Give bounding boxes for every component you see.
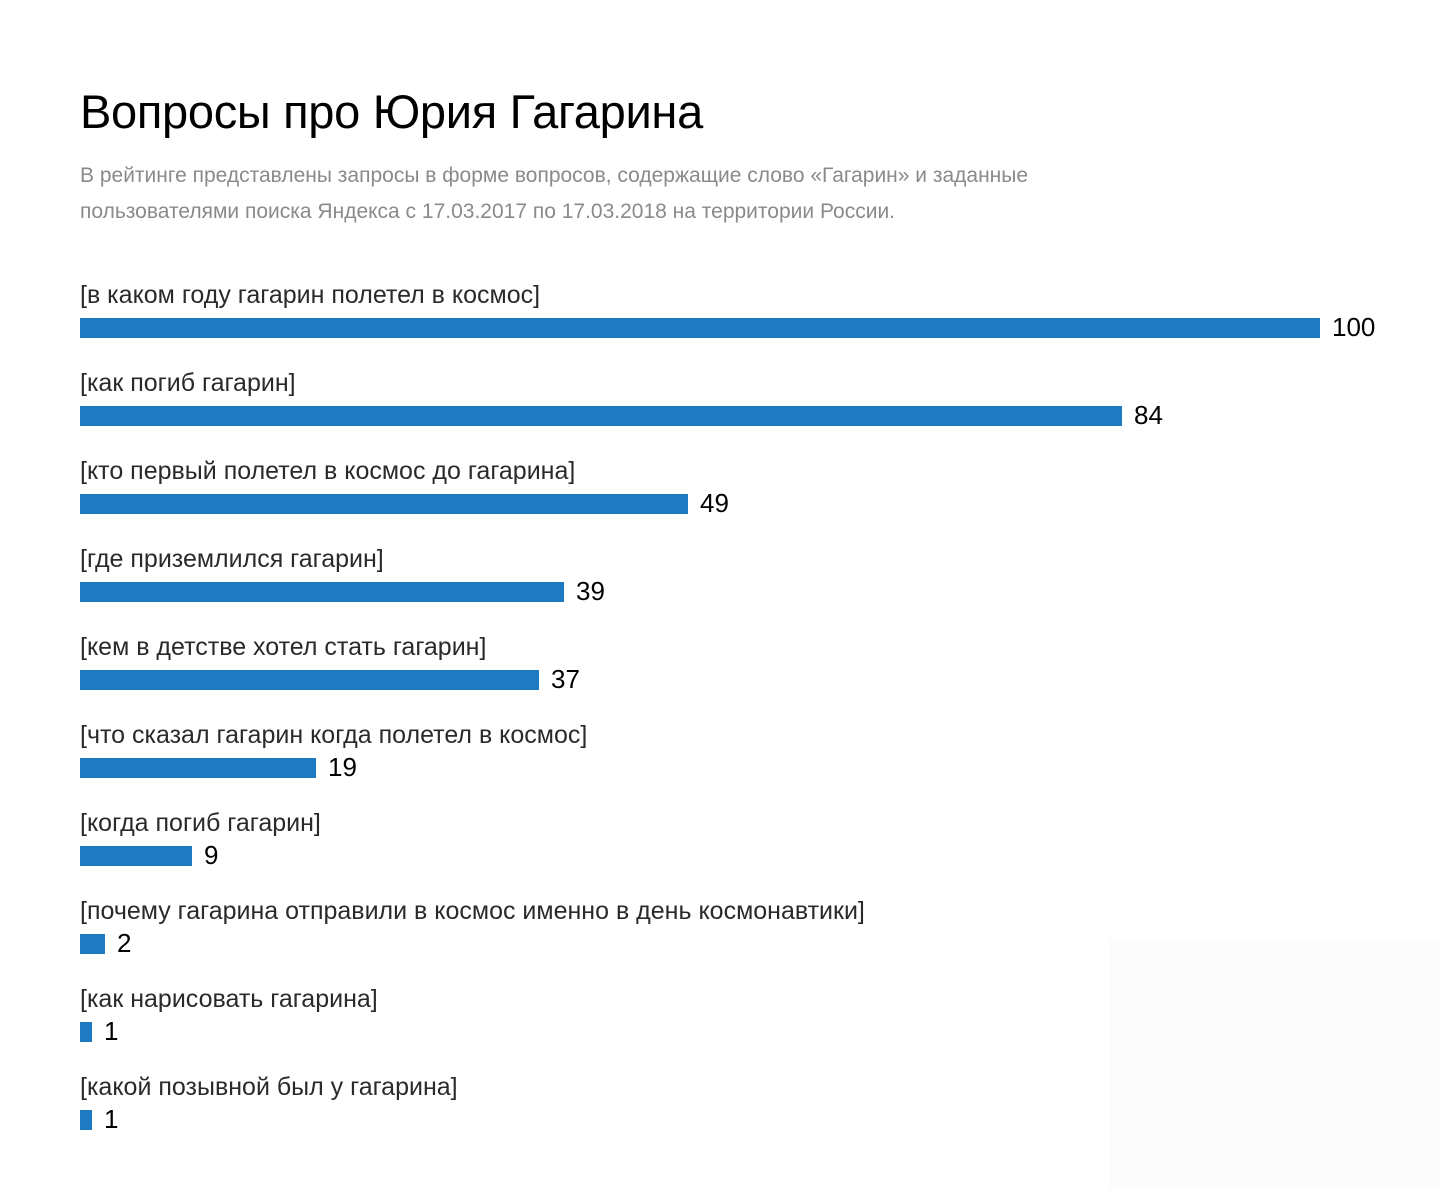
- bar-value-label: 1: [104, 1104, 119, 1134]
- bar-label: [когда погиб гагарин]: [80, 809, 321, 837]
- bar-value-label: 19: [328, 752, 357, 782]
- bar-value-label: 37: [551, 664, 580, 694]
- bar-label: [кем в детстве хотел стать гагарин]: [80, 633, 487, 661]
- subtitle-line-2: пользователями поиска Яндекса с 17.03.20…: [80, 200, 896, 223]
- bar-row: [где приземлился гагарин] 39: [80, 544, 1420, 624]
- bar: [80, 406, 1122, 426]
- bar-value-label: 39: [576, 576, 605, 606]
- bar: [80, 1022, 92, 1042]
- bar-row: [в каком году гагарин полетел в космос] 1…: [80, 280, 1420, 360]
- bar-label: [что сказал гагарин когда полетел в косм…: [80, 721, 588, 749]
- bar-value-label: 2: [117, 928, 132, 958]
- background-shade: [1110, 940, 1440, 1188]
- bar-value-label: 49: [700, 488, 729, 518]
- bar: [80, 1110, 92, 1130]
- bar: [80, 582, 564, 602]
- bar-row: [что сказал гагарин когда полетел в косм…: [80, 720, 1420, 800]
- bar: [80, 494, 688, 514]
- bar-row: [как нарисовать гагарина] 1: [80, 984, 1420, 1064]
- bar-label: [какой позывной был у гагарина]: [80, 1073, 458, 1101]
- bar-label: [в каком году гагарин полетел в космос]: [80, 281, 541, 309]
- bar: [80, 670, 539, 690]
- bar-value-label: 1: [104, 1016, 119, 1046]
- bar-row: [почему гагарина отправили в космос имен…: [80, 896, 1420, 976]
- bar-label: [как нарисовать гагарина]: [80, 985, 378, 1013]
- bar-value-label: 100: [1332, 312, 1376, 342]
- bar: [80, 318, 1320, 338]
- bar-value-label: 9: [204, 840, 219, 870]
- bar-row: [кем в детстве хотел стать гагарин] 37: [80, 632, 1420, 712]
- bar: [80, 846, 192, 866]
- bar-row: [когда погиб гагарин] 9: [80, 808, 1420, 888]
- chart-title: Вопросы про Юрия Гагарина: [80, 85, 703, 138]
- bar-row: [какой позывной был у гагарина] 1: [80, 1072, 1420, 1152]
- bar-label: [кто первый полетел в космос до гагарина…: [80, 457, 576, 485]
- bar-row: [кто первый полетел в космос до гагарина…: [80, 456, 1420, 536]
- bar-label: [как погиб гагарин]: [80, 369, 296, 397]
- bar: [80, 758, 316, 778]
- bar-label: [почему гагарина отправили в космос имен…: [80, 897, 865, 925]
- chart-subtitle: В рейтинге представлены запросы в форме …: [80, 158, 1200, 230]
- bar-label: [где приземлился гагарин]: [80, 545, 384, 573]
- bar: [80, 934, 105, 954]
- subtitle-line-1: В рейтинге представлены запросы в форме …: [80, 164, 1029, 187]
- bar-row: [как погиб гагарин] 84: [80, 368, 1420, 448]
- bar-value-label: 84: [1134, 400, 1163, 430]
